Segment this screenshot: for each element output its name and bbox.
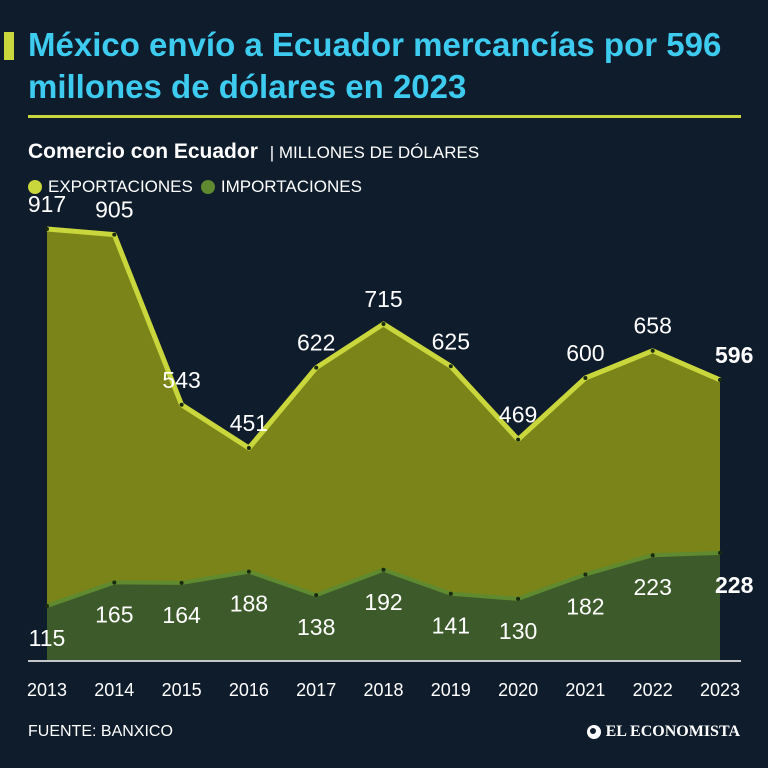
x-tick-label-2015: 2015 xyxy=(162,680,202,700)
exports-point-2020 xyxy=(516,437,521,442)
legend-label-imports: IMPORTACIONES xyxy=(220,177,362,196)
imports-data-label-2018: 192 xyxy=(364,589,402,615)
x-tick-label-2013: 2013 xyxy=(27,680,67,700)
exports-data-label-2017: 622 xyxy=(297,330,335,356)
exports-data-label-2019: 625 xyxy=(432,328,470,354)
imports-data-label-2021: 182 xyxy=(566,593,604,619)
exports-point-2016 xyxy=(246,446,251,451)
exports-point-2019 xyxy=(448,364,453,369)
exports-point-2022 xyxy=(650,348,655,353)
exports-data-label-2020: 469 xyxy=(499,402,537,428)
page-title: México envío a Ecuador mercancías por 59… xyxy=(28,26,722,105)
imports-data-label-2020: 130 xyxy=(499,618,537,644)
exports-data-label-2014: 905 xyxy=(95,197,133,223)
title-accent-bar xyxy=(4,32,14,60)
legend-label-exports: EXPORTACIONES xyxy=(48,177,193,196)
x-tick-label-2019: 2019 xyxy=(431,680,471,700)
exports-point-2023 xyxy=(718,377,722,382)
x-tick-label-2021: 2021 xyxy=(565,680,605,700)
x-tick-label-2020: 2020 xyxy=(498,680,538,700)
legend-dot-imports xyxy=(200,180,215,194)
brand-name: EL ECONOMISTA xyxy=(605,723,740,740)
exports-data-label-2021: 600 xyxy=(566,340,604,366)
chart-legend: EXPORTACIONES IMPORTACIONES xyxy=(28,177,370,197)
imports-point-2014 xyxy=(112,580,117,585)
exports-data-label-2022: 658 xyxy=(634,313,672,339)
imports-point-2020 xyxy=(516,596,521,601)
imports-data-label-2017: 138 xyxy=(297,614,335,640)
brand-logo: EL ECONOMISTA xyxy=(586,723,740,741)
x-tick-label-2018: 2018 xyxy=(363,680,403,700)
imports-data-label-2013: 115 xyxy=(29,625,66,651)
exports-point-2014 xyxy=(112,232,117,237)
brand-icon xyxy=(586,725,601,739)
source-note: FUENTE: BANXICO xyxy=(28,723,173,740)
imports-point-2015 xyxy=(179,580,184,585)
exports-data-label-2023: 596 xyxy=(715,342,753,368)
subtitle-unit: | MILLONES DE DÓLARES xyxy=(269,143,480,162)
exports-point-2021 xyxy=(583,376,588,380)
chart-subtitle: Comercio con Ecuador | MILLONES DE DÓLAR… xyxy=(28,140,479,164)
exports-area xyxy=(47,229,720,660)
imports-point-2016 xyxy=(246,569,251,574)
legend-item-exports: EXPORTACIONES xyxy=(28,177,193,197)
exports-data-label-2018: 715 xyxy=(364,286,402,312)
x-tick-label-2023: 2023 xyxy=(700,680,740,700)
legend-item-imports: IMPORTACIONES xyxy=(200,177,362,197)
imports-data-label-2015: 164 xyxy=(162,602,201,628)
x-tick-label-2022: 2022 xyxy=(633,680,673,700)
subtitle-bold: Comercio con Ecuador xyxy=(28,140,258,163)
imports-data-label-2022: 223 xyxy=(634,574,672,600)
imports-data-label-2016: 188 xyxy=(230,591,268,617)
exports-data-label-2015: 543 xyxy=(162,367,200,393)
imports-point-2019 xyxy=(448,591,453,596)
imports-point-2022 xyxy=(650,553,655,558)
imports-point-2017 xyxy=(314,593,319,598)
imports-point-2018 xyxy=(381,567,386,572)
imports-point-2013 xyxy=(45,603,49,608)
exports-point-2017 xyxy=(314,365,319,370)
imports-area xyxy=(47,552,720,660)
exports-point-2015 xyxy=(179,402,184,407)
imports-point-2021 xyxy=(583,572,588,577)
exports-data-label-2016: 451 xyxy=(230,410,268,436)
x-tick-label-2016: 2016 xyxy=(229,680,269,700)
x-tick-label-2014: 2014 xyxy=(94,680,134,700)
imports-data-label-2014: 165 xyxy=(95,601,133,627)
exports-data-label-2013: 917 xyxy=(28,191,66,217)
imports-point-2023 xyxy=(718,550,722,555)
exports-point-2018 xyxy=(381,321,386,326)
exports-point-2013 xyxy=(45,227,49,232)
title-divider xyxy=(28,115,741,118)
imports-data-label-2023: 228 xyxy=(715,572,754,598)
legend-dot-exports xyxy=(28,180,42,194)
x-tick-label-2017: 2017 xyxy=(296,680,336,700)
imports-data-label-2019: 141 xyxy=(432,613,470,639)
